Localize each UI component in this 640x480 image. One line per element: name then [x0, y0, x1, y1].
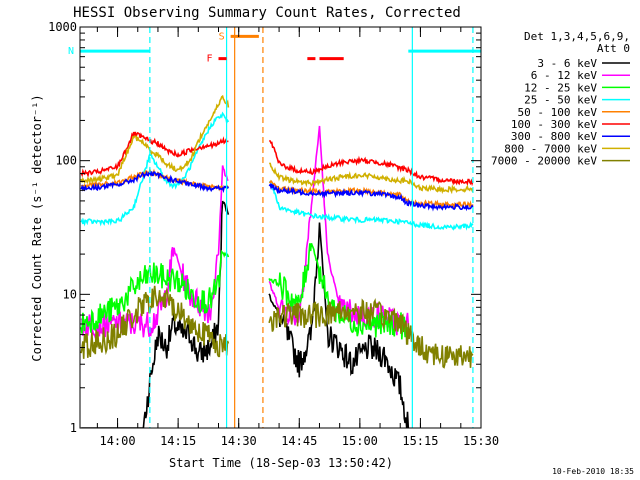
- series-line-6: [80, 170, 474, 212]
- legend-label-1: 6 - 12 keV: [531, 69, 598, 82]
- series-line-3: [80, 111, 474, 231]
- legend-label-6: 300 - 800 keV: [511, 130, 597, 143]
- y-tick-label: 1000: [48, 20, 77, 34]
- legend-label-8: 7000 - 20000 keV: [491, 155, 597, 168]
- footer-date: 10-Feb-2010 18:35: [552, 467, 634, 476]
- x-tick-label: 14:30: [221, 434, 257, 448]
- flag-label-s: S: [219, 31, 225, 42]
- legend-title: Det 1,3,4,5,6,9,: [524, 30, 630, 43]
- y-axis-label: Corrected Count Rate (s⁻¹ detector⁻¹): [30, 94, 44, 361]
- legend-label-2: 12 - 25 keV: [524, 81, 597, 94]
- x-tick-label: 15:30: [463, 434, 499, 448]
- legend-label-3: 25 - 50 keV: [524, 94, 597, 107]
- x-tick-label: 14:15: [160, 434, 196, 448]
- legend-label-0: 3 - 6 keV: [537, 57, 597, 70]
- legend-subtitle: Att 0: [597, 42, 630, 55]
- y-tick-label: 100: [55, 154, 77, 168]
- x-tick-label: 14:45: [281, 434, 317, 448]
- series-line-5: [80, 131, 474, 187]
- flag-label-n: N: [68, 46, 74, 57]
- flag-label-f: F: [206, 54, 212, 65]
- legend-label-7: 800 - 7000 keV: [504, 142, 597, 155]
- x-tick-label: 15:00: [342, 434, 378, 448]
- series-line-8: [80, 285, 474, 369]
- legend-label-4: 50 - 100 keV: [518, 106, 598, 119]
- x-axis-label: Start Time (18-Sep-03 13:50:42): [169, 456, 393, 470]
- x-tick-label: 14:00: [99, 434, 135, 448]
- plot-frame: [79, 26, 482, 429]
- series-line-7: [80, 94, 474, 195]
- legend-label-5: 100 - 300 keV: [511, 118, 597, 131]
- y-tick-label: 1: [70, 421, 77, 435]
- chart-title: HESSI Observing Summary Count Rates, Cor…: [73, 5, 461, 21]
- y-tick-label: 10: [63, 287, 77, 301]
- x-tick-label: 15:15: [402, 434, 438, 448]
